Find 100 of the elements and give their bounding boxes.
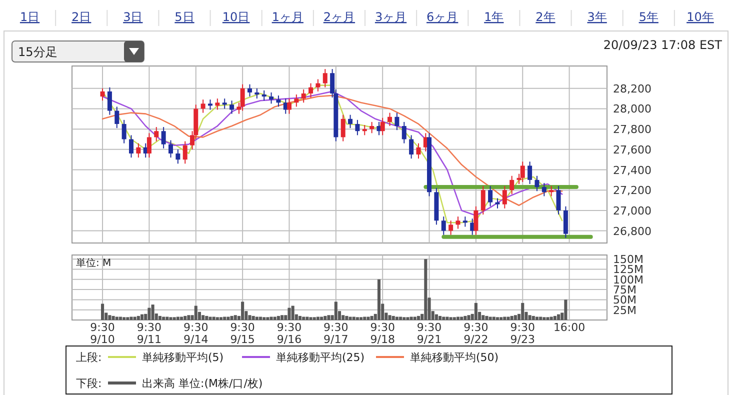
bar [345, 316, 348, 320]
bar [546, 317, 550, 320]
text: 1日 [20, 10, 40, 24]
bar [327, 315, 330, 320]
bar [266, 317, 270, 320]
x-tick-label: 9:30 9/11 [136, 321, 162, 346]
bar [452, 317, 456, 320]
bar [288, 308, 291, 320]
bar [262, 317, 266, 320]
bar [542, 317, 546, 320]
bar [216, 317, 219, 320]
bar [413, 316, 416, 320]
bar [136, 316, 140, 320]
bar [166, 316, 169, 320]
y-tick-label: 27,200 [613, 184, 652, 198]
bar [234, 315, 237, 320]
bar [496, 317, 500, 320]
bar [535, 316, 539, 320]
bar [410, 316, 413, 320]
bar [162, 316, 166, 320]
bar [342, 315, 345, 320]
bar [205, 316, 208, 320]
bar [100, 304, 104, 320]
x-tick-label: 9:30 9/18 [370, 321, 395, 346]
text: 15分足 [18, 45, 58, 59]
x-tick-label: 9:30 9/23 [510, 321, 535, 346]
text: 3日 [123, 10, 143, 24]
bar [363, 316, 366, 320]
bar [460, 316, 464, 320]
bar [276, 316, 280, 320]
bar [130, 316, 133, 320]
bar [456, 316, 460, 320]
bar [482, 315, 485, 320]
bar [334, 302, 338, 320]
bar [112, 316, 115, 320]
bar [202, 315, 205, 320]
bar [126, 317, 130, 320]
bar [219, 317, 223, 320]
bar [377, 279, 381, 320]
bar [395, 316, 398, 320]
bar [241, 302, 244, 320]
x-tick-label: 9:30 9/10 [90, 321, 115, 346]
bar [255, 316, 258, 320]
legend-label: 単純移動平均(50) [410, 351, 499, 364]
x-tick-label: 9:30 9/22 [464, 321, 488, 346]
bar [553, 316, 556, 320]
bar [270, 316, 273, 320]
bar [280, 315, 284, 320]
x-tick-label: 16:00 [553, 321, 586, 334]
text: 3年 [587, 10, 607, 24]
text: 6ヶ月 [426, 10, 458, 24]
bar [226, 316, 230, 320]
bar [366, 316, 370, 320]
bar [485, 316, 488, 320]
annotation: 単位: M [76, 257, 112, 269]
legend-title: 上段: [76, 351, 102, 364]
bar [184, 316, 187, 320]
bar [298, 316, 302, 320]
legend-title: 下段: [76, 377, 102, 390]
y-tick-label: 27,600 [613, 143, 652, 156]
legend-label: 出来高 単位:(M株/口/枚) [142, 377, 263, 390]
bar [316, 316, 320, 320]
bar [258, 316, 262, 320]
x-tick-label: 9:30 9/15 [230, 321, 255, 346]
bar [208, 316, 212, 320]
bar [133, 316, 136, 320]
x-tick-label: 9:30 9/16 [276, 321, 302, 346]
legend-label: 単純移動平均(25) [276, 351, 365, 364]
text: 20/09/23 17:08 EST [603, 38, 723, 52]
text: 3ヶ月 [374, 10, 407, 24]
bar [532, 316, 535, 320]
text: 5日 [174, 10, 194, 24]
bar [140, 314, 144, 320]
y-tick-label: 27,800 [613, 123, 652, 136]
bar [356, 317, 359, 320]
bar [510, 316, 514, 320]
bar [212, 316, 216, 320]
bar [273, 316, 276, 320]
text: 2年 [536, 10, 556, 24]
bar [514, 315, 517, 320]
bar [348, 316, 352, 320]
bar [108, 315, 112, 320]
bar [312, 317, 316, 320]
bar [564, 300, 568, 320]
text: 5年 [638, 10, 658, 24]
bar [370, 316, 374, 320]
text: 1年 [484, 10, 504, 24]
bar [169, 317, 172, 320]
bar [248, 315, 252, 320]
bar [539, 316, 542, 320]
bar [291, 306, 294, 320]
bar [176, 316, 180, 320]
bar [464, 316, 467, 320]
bar [557, 314, 560, 320]
bar [521, 302, 524, 320]
bar [122, 317, 126, 320]
text: 1ヶ月 [272, 10, 304, 24]
bar [467, 315, 470, 320]
bar [392, 316, 395, 320]
bar [115, 316, 118, 320]
